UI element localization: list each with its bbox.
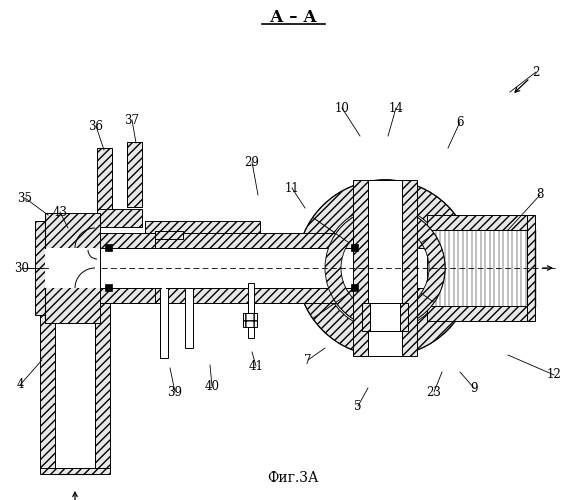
Bar <box>427 306 527 321</box>
Text: 7: 7 <box>304 354 312 366</box>
Wedge shape <box>421 234 445 302</box>
Circle shape <box>297 180 473 356</box>
Wedge shape <box>297 218 334 318</box>
Bar <box>527 215 535 321</box>
Wedge shape <box>333 290 437 328</box>
Text: 37: 37 <box>124 114 140 126</box>
Bar <box>55 288 427 303</box>
Bar <box>155 231 183 239</box>
Text: 36: 36 <box>89 120 103 132</box>
Wedge shape <box>302 289 468 356</box>
Bar <box>402 180 417 356</box>
Bar <box>105 244 112 251</box>
Bar <box>185 288 193 348</box>
Bar <box>353 180 368 356</box>
Text: 2: 2 <box>532 66 539 78</box>
Text: 6: 6 <box>456 116 464 128</box>
Text: 43: 43 <box>52 206 68 218</box>
Bar <box>105 284 112 291</box>
Bar <box>95 288 110 468</box>
Text: 10: 10 <box>335 102 349 114</box>
Text: 41: 41 <box>248 360 264 372</box>
Bar <box>35 221 45 315</box>
Text: 29: 29 <box>245 156 259 168</box>
Bar <box>427 230 527 306</box>
Bar <box>351 244 358 251</box>
Bar <box>40 288 55 468</box>
Bar <box>100 288 155 303</box>
Bar <box>40 468 110 474</box>
Bar <box>155 231 250 259</box>
Bar <box>370 303 400 331</box>
Text: 35: 35 <box>18 192 32 204</box>
Text: А – А: А – А <box>269 10 316 26</box>
Bar <box>100 233 155 248</box>
Text: 23: 23 <box>427 386 441 398</box>
Bar <box>145 221 260 233</box>
Bar <box>160 288 168 358</box>
Bar <box>97 148 112 213</box>
Bar <box>45 248 100 288</box>
Bar <box>243 313 257 327</box>
Wedge shape <box>333 208 437 246</box>
Text: 11: 11 <box>285 182 299 194</box>
Bar <box>162 288 166 358</box>
Text: 4: 4 <box>16 378 23 392</box>
Text: 14: 14 <box>389 102 403 114</box>
Bar <box>368 180 402 356</box>
Bar <box>248 283 254 338</box>
Text: Фиг.3А: Фиг.3А <box>267 471 319 485</box>
Wedge shape <box>325 234 349 302</box>
Text: 40: 40 <box>204 380 220 392</box>
Text: 5: 5 <box>354 400 362 412</box>
Bar <box>427 215 527 230</box>
Bar <box>55 288 95 468</box>
Bar <box>127 142 142 207</box>
Circle shape <box>325 208 445 328</box>
Bar <box>55 233 427 248</box>
Bar <box>351 284 358 291</box>
Bar <box>370 303 400 331</box>
Text: 39: 39 <box>167 386 183 398</box>
Wedge shape <box>302 180 468 247</box>
Text: 30: 30 <box>15 262 29 274</box>
Bar <box>362 303 408 331</box>
Bar <box>55 248 427 288</box>
Text: 8: 8 <box>537 188 544 202</box>
Text: 12: 12 <box>546 368 561 382</box>
Bar <box>45 213 100 323</box>
Bar <box>97 209 142 227</box>
Text: 9: 9 <box>470 382 478 394</box>
